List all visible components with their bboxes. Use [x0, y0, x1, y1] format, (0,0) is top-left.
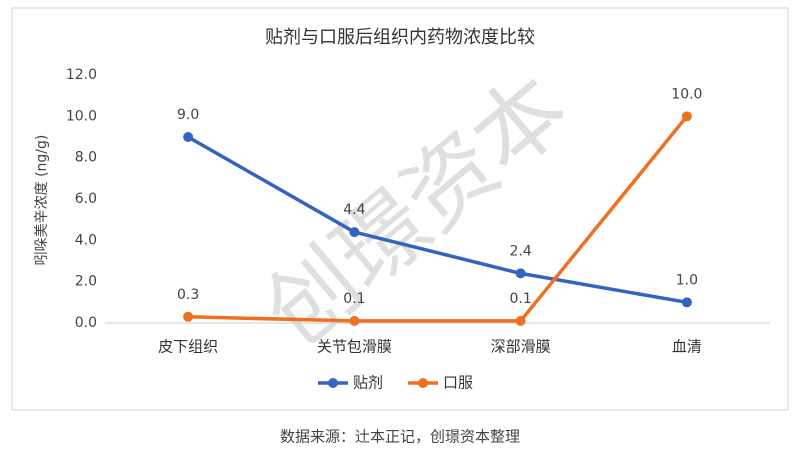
legend-label: 口服	[443, 374, 473, 392]
y-tick-label: 0.0	[75, 315, 97, 331]
data-point	[681, 111, 692, 122]
data-label: 10.0	[671, 86, 702, 102]
source-note: 数据来源：辻本正记，创璟资本整理	[280, 428, 520, 446]
data-label: 4.4	[343, 202, 365, 218]
chart-frame	[11, 7, 789, 411]
data-label: 0.3	[177, 287, 199, 303]
data-point	[349, 315, 360, 326]
data-point	[349, 227, 360, 238]
y-axis-label: 吲哚美辛浓度 (ng/g)	[34, 135, 50, 266]
y-tick-label: 4.0	[75, 232, 97, 248]
x-tick-label: 血清	[672, 338, 702, 356]
data-point	[515, 315, 526, 326]
y-tick-label: 12.0	[66, 67, 97, 83]
y-tick-label: 8.0	[75, 150, 97, 166]
data-label: 2.4	[509, 243, 531, 259]
series-line	[188, 115, 689, 323]
chart-title: 贴剂与口服后组织内药物浓度比较	[265, 27, 535, 48]
y-tick-label: 2.0	[75, 274, 97, 290]
data-label: 0.1	[343, 291, 365, 307]
data-point	[681, 297, 692, 308]
y-tick-label: 10.0	[66, 108, 97, 124]
x-tick-label: 皮下组织	[158, 338, 218, 356]
legend-marker	[418, 378, 428, 388]
y-tick-label: 6.0	[75, 191, 97, 207]
data-point	[515, 268, 526, 279]
legend-marker	[328, 378, 338, 388]
x-tick-label: 深部滑膜	[491, 338, 551, 356]
data-point	[183, 311, 194, 322]
series-line	[187, 135, 688, 305]
data-label: 0.1	[509, 291, 531, 307]
data-label: 1.0	[676, 272, 698, 288]
data-label: 9.0	[177, 107, 199, 123]
legend-label: 贴剂	[353, 374, 383, 392]
x-tick-label: 关节包滑膜	[317, 338, 392, 356]
data-point	[183, 132, 194, 142]
